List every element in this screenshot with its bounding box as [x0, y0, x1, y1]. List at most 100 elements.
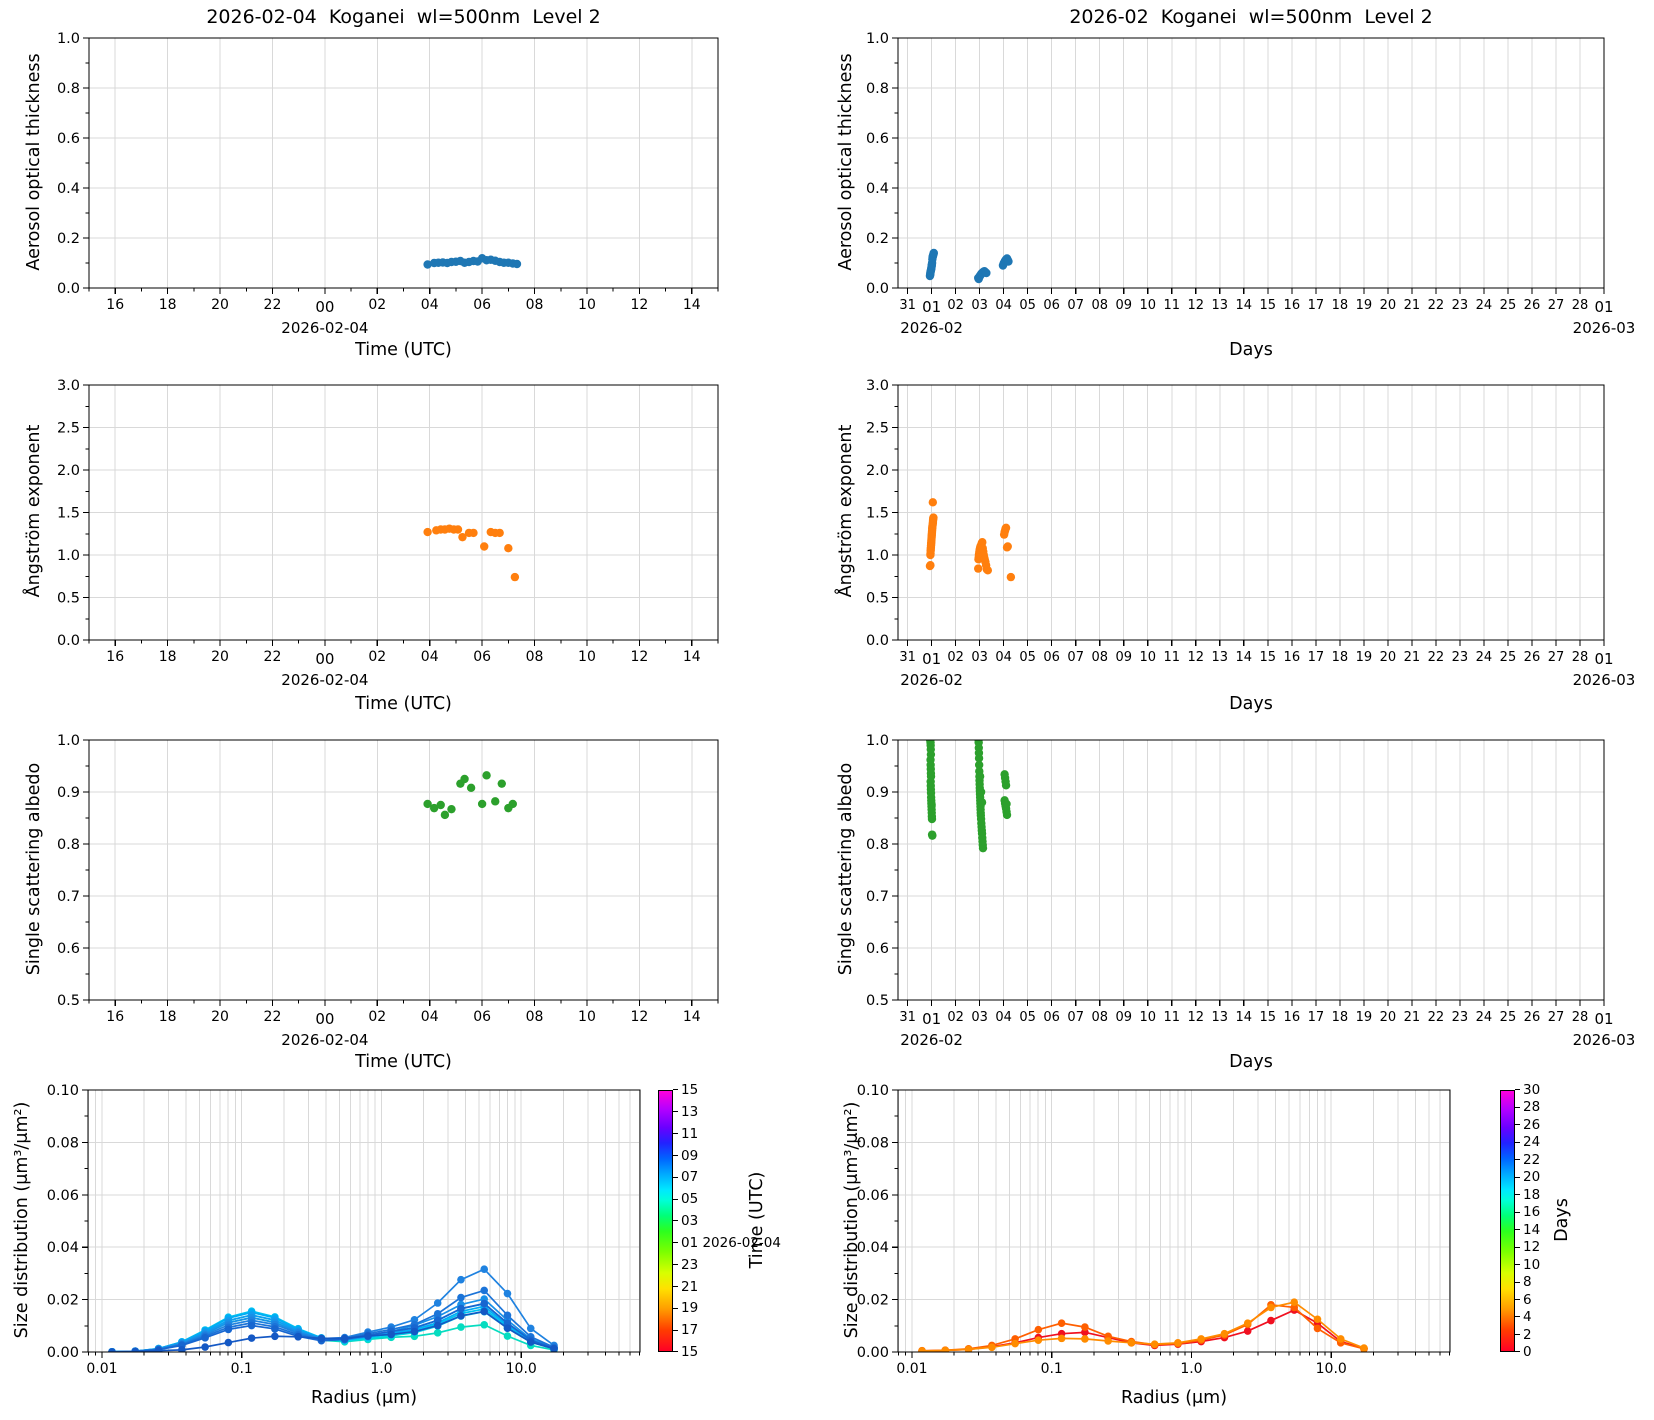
svg-text:18: 18 [159, 297, 177, 313]
colorbar-tick-label: 30 [1523, 1082, 1541, 1098]
svg-text:24: 24 [1476, 298, 1493, 313]
svg-text:2026-02: 2026-02 [900, 319, 963, 337]
svg-text:06: 06 [473, 1009, 491, 1025]
svg-text:0.0: 0.0 [866, 281, 889, 297]
svg-text:14: 14 [1236, 650, 1253, 665]
colorbar-tick-label: 14 [1523, 1221, 1541, 1238]
svg-text:12: 12 [1187, 298, 1204, 313]
svg-text:21: 21 [1404, 1010, 1421, 1025]
grid [87, 1089, 640, 1353]
svg-text:0.1: 0.1 [231, 1361, 253, 1377]
svg-text:0.6: 0.6 [866, 131, 889, 147]
svg-text:25: 25 [1500, 650, 1517, 665]
svg-text:05: 05 [1019, 298, 1036, 313]
colorbar-tick [673, 1133, 678, 1135]
svg-text:0.6: 0.6 [57, 131, 80, 147]
colorbar-time-label: Time (UTC) [747, 1171, 767, 1269]
svg-text:08: 08 [526, 649, 544, 665]
svg-text:21: 21 [1404, 298, 1421, 313]
svg-text:01: 01 [922, 1010, 941, 1028]
svg-text:0.5: 0.5 [866, 591, 889, 607]
svg-text:01: 01 [1594, 1010, 1613, 1028]
svg-text:11: 11 [1163, 650, 1180, 665]
svg-text:07: 07 [1067, 298, 1084, 313]
chart-4-data [423, 771, 517, 820]
svg-text:04: 04 [995, 1010, 1012, 1025]
svg-text:28: 28 [1572, 298, 1589, 313]
svg-text:23: 23 [1452, 650, 1469, 665]
svg-text:0.6: 0.6 [57, 941, 80, 957]
svg-text:20: 20 [211, 1009, 229, 1025]
ticks: 0.01 0.1 1.0 10.0 0.00 0.02 0.04 0.06 0.08 0.10 [857, 1083, 1450, 1377]
colorbar-tick-label: 05 [681, 1191, 699, 1208]
svg-text:18: 18 [1332, 298, 1349, 313]
svg-text:08: 08 [1091, 298, 1108, 313]
svg-text:20: 20 [1380, 1010, 1397, 1025]
grid [898, 37, 1605, 289]
svg-text:26: 26 [1524, 1010, 1541, 1025]
chart-3: 31 01 02 03 04 05 06 07 08 09 10 11 12 13 14 15 16 17 18 19… [866, 378, 1635, 689]
svg-text:12: 12 [630, 1009, 648, 1025]
title-daily: 2026-02-04 Koganei wl=500nm Level 2 [206, 6, 601, 28]
svg-text:0.8: 0.8 [866, 837, 889, 853]
svg-text:03: 03 [971, 1010, 988, 1025]
svg-text:02: 02 [947, 650, 964, 665]
svg-text:16: 16 [1284, 1010, 1301, 1025]
svg-text:13: 13 [1212, 650, 1229, 665]
colorbar-tick-label: 18 [1523, 1186, 1541, 1203]
svg-text:0.0: 0.0 [57, 633, 80, 649]
ylabel-ssa-daily: Single scattering albedo [24, 762, 44, 976]
colorbar-tick [1515, 1089, 1520, 1091]
svg-text:1.5: 1.5 [866, 506, 889, 522]
svg-text:02: 02 [368, 297, 386, 313]
svg-text:15: 15 [1260, 650, 1277, 665]
svg-text:1.0: 1.0 [57, 733, 80, 749]
svg-text:11: 11 [1163, 298, 1180, 313]
svg-text:1.0: 1.0 [866, 733, 889, 749]
svg-text:0.01: 0.01 [86, 1361, 117, 1377]
colorbar-tick [1515, 1176, 1520, 1178]
svg-text:01: 01 [922, 298, 941, 316]
svg-text:1.0: 1.0 [57, 31, 80, 47]
grid [89, 384, 718, 641]
svg-text:04: 04 [421, 1009, 439, 1025]
svg-text:09: 09 [1115, 1010, 1132, 1025]
svg-text:01: 01 [1594, 650, 1613, 668]
svg-text:02: 02 [947, 298, 964, 313]
svg-text:26: 26 [1524, 650, 1541, 665]
svg-text:0.04: 0.04 [857, 1240, 889, 1256]
svg-text:17: 17 [1308, 298, 1325, 313]
svg-text:10.0: 10.0 [1316, 1361, 1347, 1377]
svg-text:2.0: 2.0 [57, 463, 80, 479]
svg-text:0.1: 0.1 [1041, 1361, 1063, 1377]
svg-text:24: 24 [1476, 1010, 1493, 1025]
svg-text:16: 16 [1284, 298, 1301, 313]
svg-text:0.08: 0.08 [857, 1135, 889, 1151]
colorbar-tick-label: 15 [681, 1082, 699, 1098]
svg-text:20: 20 [211, 649, 229, 665]
colorbar-tick [673, 1329, 678, 1331]
svg-text:0.5: 0.5 [57, 591, 80, 607]
ylabel-ang-monthly: Ångström exponent [836, 424, 856, 598]
colorbar-tick [673, 1111, 678, 1113]
svg-text:0.06: 0.06 [857, 1188, 889, 1204]
xlabel-time-1: Time (UTC) [355, 340, 452, 360]
svg-text:0.7: 0.7 [866, 889, 889, 905]
svg-text:27: 27 [1548, 298, 1565, 313]
svg-text:02: 02 [368, 649, 386, 665]
svg-text:13: 13 [1212, 298, 1229, 313]
svg-text:06: 06 [1043, 1010, 1060, 1025]
svg-text:28: 28 [1572, 1010, 1589, 1025]
svg-text:13: 13 [1212, 1010, 1229, 1025]
svg-text:0.6: 0.6 [866, 941, 889, 957]
svg-text:1.0: 1.0 [866, 548, 889, 564]
svg-text:06: 06 [1043, 298, 1060, 313]
svg-text:14: 14 [683, 297, 701, 313]
colorbar-tick-label: 2 [1523, 1326, 1532, 1343]
svg-text:16: 16 [106, 649, 124, 665]
colorbar-tick-label: 0 [1523, 1344, 1532, 1360]
svg-text:23: 23 [1452, 298, 1469, 313]
svg-text:10: 10 [1139, 298, 1156, 313]
grid [89, 37, 718, 289]
ticks: 16 18 20 22 00 02 04 06 08 10 12 14 2026-02-04 0.0 0.2… [57, 31, 719, 337]
